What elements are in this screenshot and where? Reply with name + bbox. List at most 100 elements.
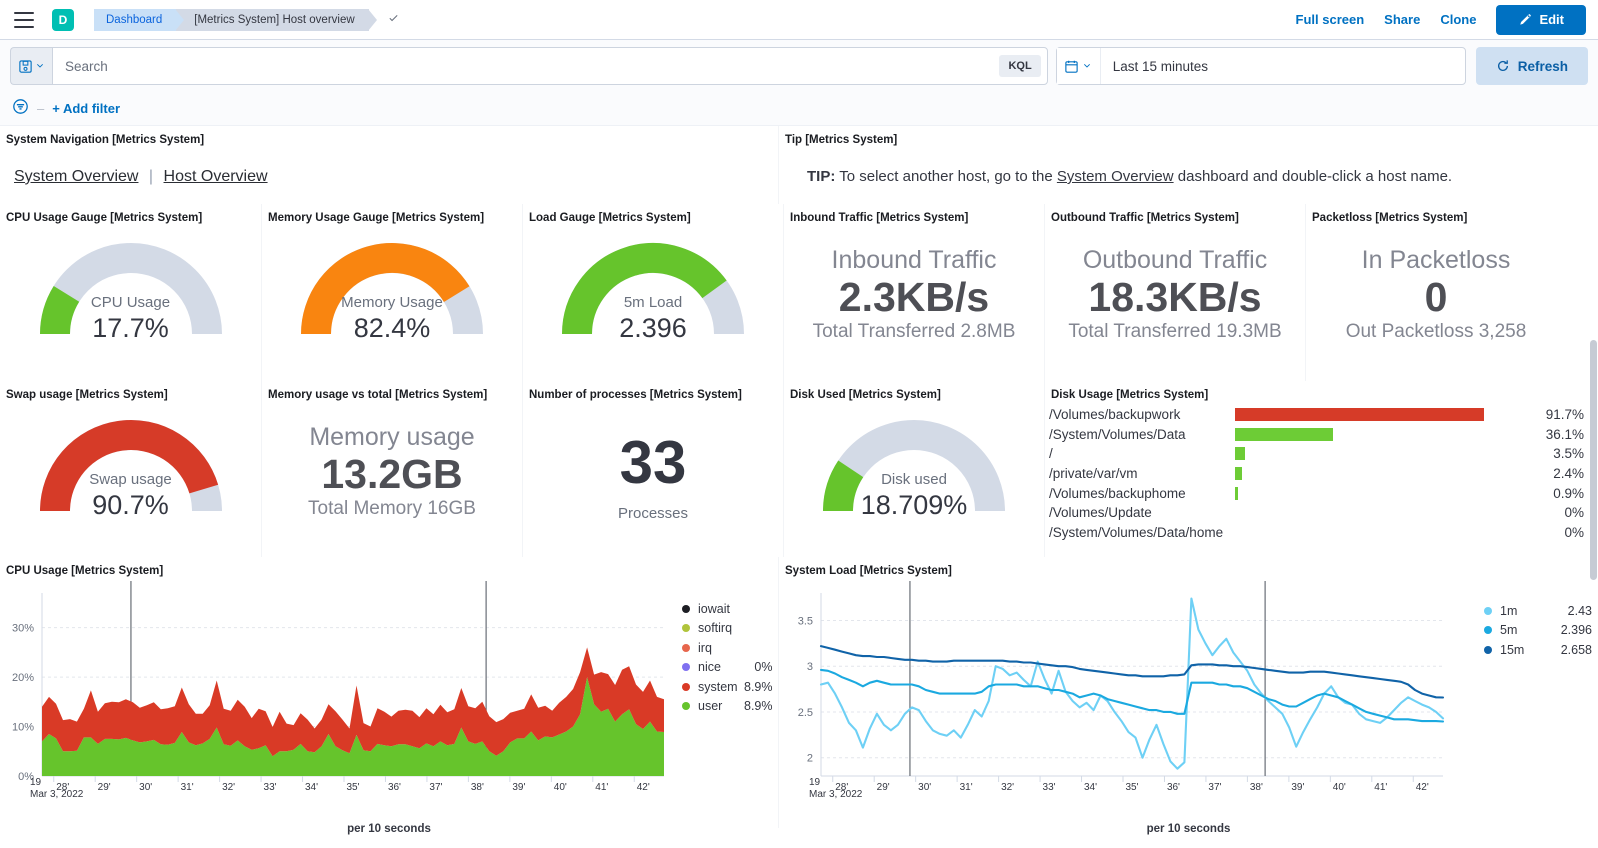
app-badge[interactable]: D xyxy=(52,8,74,31)
svg-text:30': 30' xyxy=(918,782,931,793)
legend-item[interactable]: 5m 2.396 xyxy=(1484,621,1598,641)
disk-bar-track xyxy=(1235,444,1536,464)
load-chart-inner: 2 2.5 3 3.5 28' 29' 30' 31' 32' 33' 34' 35' 36' 37' 38… xyxy=(779,577,1598,813)
svg-text:41': 41' xyxy=(595,782,608,793)
full-screen-button[interactable]: Full screen xyxy=(1295,12,1365,27)
load-gauge[interactable]: 5m Load 2.396 xyxy=(557,224,749,349)
link-system-overview[interactable]: System Overview xyxy=(14,168,139,185)
legend-color-dot xyxy=(682,663,690,672)
svg-text:39': 39' xyxy=(1291,782,1304,793)
edit-button[interactable]: Edit xyxy=(1496,4,1586,35)
inbound-traffic-metric: Inbound Traffic 2.3KB/s Total Transferre… xyxy=(784,224,1044,343)
clone-button[interactable]: Clone xyxy=(1440,12,1477,27)
gauge-area: Memory Usage 82.4% xyxy=(262,224,522,349)
link-host-overview[interactable]: Host Overview xyxy=(163,168,268,185)
metric-value: 33 xyxy=(619,429,687,496)
filter-icon[interactable] xyxy=(12,98,29,120)
disk-percent-label: 2.4% xyxy=(1553,466,1584,482)
check-icon[interactable] xyxy=(387,12,400,28)
legend-series-name: nice xyxy=(698,660,721,675)
search-input[interactable] xyxy=(65,58,1000,74)
disk-usage-row[interactable]: /private/var/vm 2.4% xyxy=(1049,464,1584,484)
panel-cpu-usage-chart: CPU Usage [Metrics System] 0% 10% 20% 30% 28… xyxy=(0,557,779,835)
swap-gauge[interactable]: Swap usage 90.7% xyxy=(35,401,227,526)
date-picker: Last 15 minutes xyxy=(1055,47,1466,85)
metric-value: 0 xyxy=(1424,273,1448,320)
disk-used-gauge[interactable]: Disk used 18.709% xyxy=(818,401,1010,526)
refresh-icon xyxy=(1497,60,1508,71)
calendar-quick-select-button[interactable] xyxy=(1056,48,1101,84)
tip-text-before: To select another host, go to the xyxy=(835,168,1057,185)
load-chart-plot[interactable]: 2 2.5 3 3.5 28' 29' 30' 31' 32' 33' 34' 35' 36' 37' 38… xyxy=(779,577,1470,813)
refresh-button[interactable]: Refresh xyxy=(1475,47,1588,85)
panel-cpu-usage-gauge: CPU Usage Gauge [Metrics System] CPU Usa… xyxy=(0,204,261,381)
scrollbar-thumb[interactable] xyxy=(1590,340,1597,580)
load-chart-footer: per 10 seconds xyxy=(1146,823,1231,835)
hamburger-menu-icon[interactable] xyxy=(14,11,34,28)
legend-item[interactable]: 1m 2.43 xyxy=(1484,601,1598,621)
panel-title: Memory Usage Gauge [Metrics System] xyxy=(268,212,485,224)
legend-item[interactable]: system 8.9% xyxy=(682,677,779,697)
refresh-label: Refresh xyxy=(1517,58,1568,74)
cpu-chart-footer: per 10 seconds xyxy=(347,823,431,835)
metric-label: Inbound Traffic xyxy=(831,246,997,274)
legend-series-value: 8.9% xyxy=(744,699,773,714)
outbound-traffic-metric: Outbound Traffic 18.3KB/s Total Transfer… xyxy=(1045,224,1305,343)
svg-text:42': 42' xyxy=(637,782,650,793)
metric-sub: Total Transferred 19.3MB xyxy=(1068,320,1282,342)
legend-series-name: 1m xyxy=(1500,603,1518,618)
share-button[interactable]: Share xyxy=(1384,12,1421,27)
legend-item[interactable]: irq xyxy=(682,638,779,658)
disk-usage-row[interactable]: /Volumes/Update 0% xyxy=(1049,503,1584,523)
legend-color-dot xyxy=(682,624,690,633)
edit-label: Edit xyxy=(1539,12,1564,27)
cpu-gauge[interactable]: CPU Usage 17.7% xyxy=(35,224,227,349)
svg-text:33': 33' xyxy=(264,782,277,793)
saved-query-button[interactable] xyxy=(10,47,52,85)
svg-text:38': 38' xyxy=(471,782,484,793)
legend-item[interactable]: user 8.9% xyxy=(682,697,779,717)
legend-item[interactable]: iowait xyxy=(682,599,779,619)
add-filter-button[interactable]: + Add filter xyxy=(52,101,121,116)
disk-usage-row[interactable]: /Volumes/backuphome 0.9% xyxy=(1049,483,1584,503)
svg-text:28': 28' xyxy=(56,782,69,793)
cpu-chart-plot[interactable]: 0% 10% 20% 30% 28' 29' 30' 31' 32' 33' 34' 35' 36' 37… xyxy=(0,577,672,813)
metric-sub: Processes xyxy=(617,505,689,522)
legend-item[interactable]: softirq xyxy=(682,619,779,639)
disk-mount-label: /Volumes/Update xyxy=(1049,505,1152,521)
load-chart-legend: 1m 2.43 5m 2.396 15m 2.658 xyxy=(1470,577,1598,813)
tip-text: TIP: To select another host, go to the S… xyxy=(779,146,1598,185)
breadcrumb-current[interactable]: [Metrics System] Host overview xyxy=(176,8,378,31)
panel-memory-usage-gauge: Memory Usage Gauge [Metrics System] Memo… xyxy=(261,204,522,381)
query-bar: KQL Last 15 minutes Refresh xyxy=(0,40,1598,92)
tip-link-system-overview[interactable]: System Overview xyxy=(1056,168,1174,185)
date-range-value[interactable]: Last 15 minutes xyxy=(1112,58,1209,74)
dashboard-row-gauges-2: Swap usage [Metrics System] Swap usage 9… xyxy=(0,381,1598,557)
memory-gauge[interactable]: Memory Usage 82.4% xyxy=(296,224,488,349)
metric-label: Memory usage xyxy=(309,423,475,451)
query-language-badge[interactable]: KQL xyxy=(999,55,1041,77)
disk-usage-row[interactable]: /System/Volumes/Data/home 0% xyxy=(1049,523,1584,543)
legend-series-name: user xyxy=(698,699,723,714)
disk-bar xyxy=(1235,427,1334,441)
metric-sub: Total Transferred 2.8MB xyxy=(812,320,1016,342)
disk-usage-row[interactable]: /Volumes/backupwork 91.7% xyxy=(1049,405,1584,425)
legend-item[interactable]: nice 0% xyxy=(682,658,779,678)
chevron-down-icon xyxy=(1084,64,1091,68)
legend-series-value: 2.43 xyxy=(1567,603,1592,618)
panel-packetloss: Packetloss [Metrics System] In Packetlos… xyxy=(1305,204,1566,381)
page-scrollbar[interactable] xyxy=(1588,40,1598,848)
load-chart-axis-date: 19 Mar 3, 2022 xyxy=(809,777,863,800)
gauge-area: Swap usage 90.7% xyxy=(0,401,261,526)
svg-text:31': 31' xyxy=(960,782,973,793)
svg-text:39': 39' xyxy=(512,782,525,793)
disk-usage-row[interactable]: / 3.5% xyxy=(1049,444,1584,464)
legend-item[interactable]: 15m 2.658 xyxy=(1484,640,1598,660)
breadcrumb-dashboard[interactable]: Dashboard xyxy=(94,8,185,31)
panel-title: Number of processes [Metrics System] xyxy=(529,389,742,401)
legend-series-name: 5m xyxy=(1500,623,1518,638)
metric-value: 18.3KB/s xyxy=(1088,273,1262,320)
disk-usage-row[interactable]: /System/Volumes/Data 36.1% xyxy=(1049,425,1584,445)
svg-text:40': 40' xyxy=(554,782,567,793)
dashboard-row-navigation: System Navigation [Metrics System] Syste… xyxy=(0,126,1598,204)
